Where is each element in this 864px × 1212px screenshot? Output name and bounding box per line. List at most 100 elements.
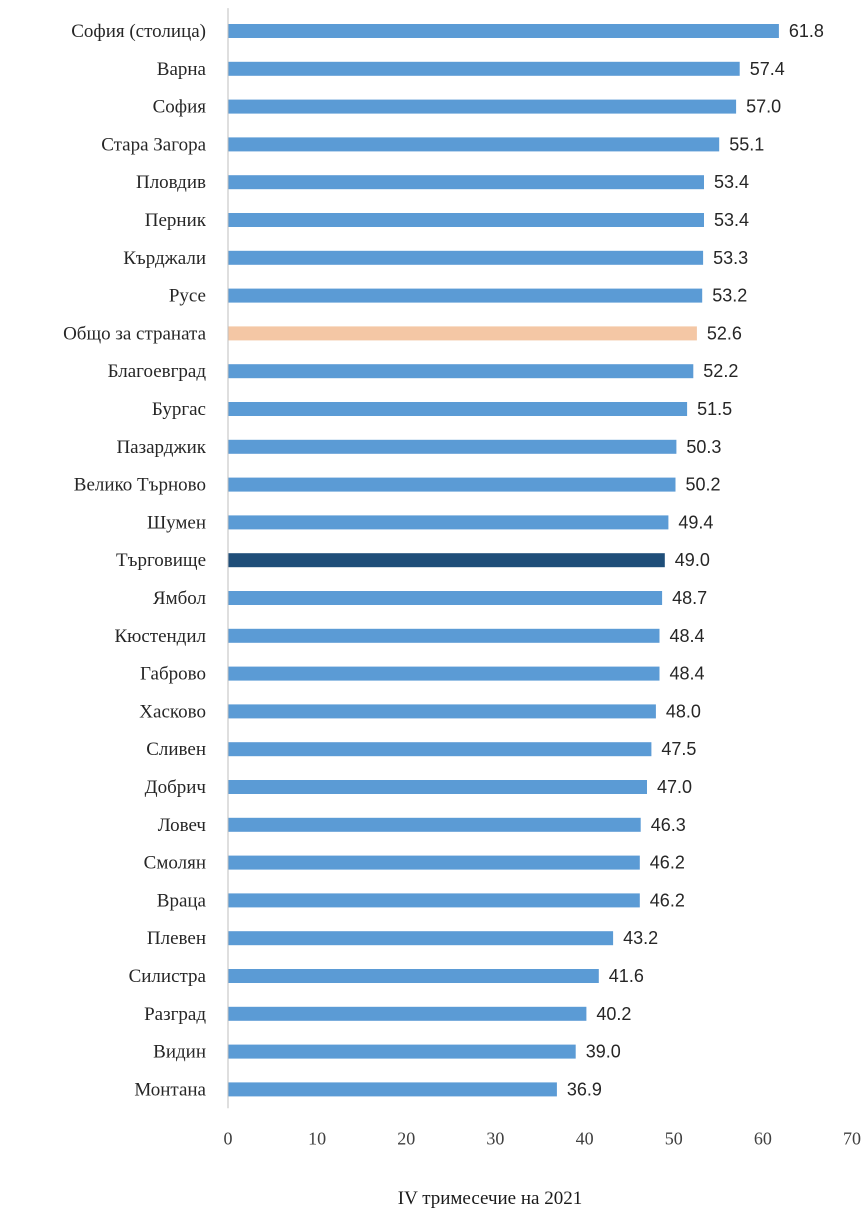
- bar-19: [228, 704, 656, 719]
- value-label-7: 53.3: [713, 248, 748, 268]
- category-label-3: София: [153, 97, 207, 118]
- category-label-15: Търговище: [116, 550, 206, 571]
- bars-group: [228, 24, 779, 1097]
- bar-24: [228, 893, 640, 908]
- bar-20: [228, 742, 652, 757]
- bar-8: [228, 288, 703, 303]
- value-label-13: 50.2: [686, 475, 721, 495]
- category-label-28: Видин: [153, 1042, 206, 1063]
- bar-6: [228, 213, 704, 227]
- x-tick-label-8: 70: [843, 1128, 861, 1148]
- category-label-6: Перник: [145, 210, 207, 231]
- bar-5: [228, 175, 704, 190]
- value-label-28: 39.0: [586, 1042, 621, 1062]
- bar-13: [228, 477, 676, 492]
- bar-22: [228, 817, 641, 832]
- value-label-16: 48.7: [672, 588, 707, 608]
- category-label-20: Сливен: [146, 739, 206, 760]
- value-label-17: 48.4: [670, 626, 705, 646]
- category-label-16: Ямбол: [153, 588, 207, 609]
- bar-23: [228, 855, 640, 870]
- value-label-15: 49.0: [675, 550, 710, 570]
- value-label-4: 55.1: [729, 134, 764, 154]
- x-tick-label-4: 30: [486, 1128, 504, 1148]
- bar-27: [228, 1006, 587, 1021]
- value-labels: 61.857.4 57.0 55.1 53.4 53.4 53.3 53.2 52.6 52.2…: [567, 21, 824, 1099]
- category-label-1: София (столица): [71, 21, 206, 42]
- category-labels: София (столица) Варна София Стара Загора Пло…: [63, 21, 207, 1100]
- bar-14: [228, 515, 669, 530]
- bar-17: [228, 628, 660, 643]
- value-label-9: 52.6: [707, 323, 742, 343]
- category-label-8: Русе: [169, 286, 206, 307]
- bar-10: [228, 364, 694, 379]
- bar-16: [228, 591, 663, 605]
- value-label-18: 48.4: [670, 664, 705, 684]
- category-label-5: Пловдив: [136, 172, 206, 193]
- value-label-11: 51.5: [697, 399, 732, 419]
- x-tick-label-2: 10: [308, 1128, 326, 1148]
- value-label-12: 50.3: [686, 437, 721, 457]
- value-label-23: 46.2: [650, 853, 685, 873]
- category-label-14: Шумен: [147, 512, 206, 533]
- value-label-2: 57.4: [750, 59, 785, 79]
- bar-18: [228, 666, 660, 681]
- bar-25: [228, 931, 614, 946]
- x-axis-label: IV тримесечие на 2021: [398, 1188, 582, 1209]
- value-label-5: 53.4: [714, 172, 749, 192]
- value-label-22: 46.3: [651, 815, 686, 835]
- bar-9: [228, 326, 697, 341]
- category-label-12: Пазарджик: [116, 437, 206, 458]
- value-label-14: 49.4: [678, 512, 713, 532]
- category-label-13: Велико Търново: [74, 475, 206, 496]
- x-tick-label-6: 50: [665, 1128, 683, 1148]
- value-label-25: 43.2: [623, 928, 658, 948]
- value-label-1: 61.8: [789, 21, 824, 41]
- bar-28: [228, 1044, 576, 1059]
- value-label-8: 53.2: [712, 286, 747, 306]
- category-label-9: Общо за страната: [63, 323, 207, 344]
- bar-29: [228, 1082, 557, 1097]
- category-label-24: Враца: [157, 890, 207, 911]
- category-label-22: Ловеч: [158, 815, 207, 836]
- bar-7: [228, 250, 704, 265]
- bar-4: [228, 137, 720, 152]
- x-tick-label-3: 20: [397, 1128, 415, 1148]
- category-label-29: Монтана: [134, 1079, 206, 1100]
- category-label-23: Смолян: [144, 853, 206, 874]
- category-label-21: Добрич: [145, 777, 207, 798]
- bar-2: [228, 61, 740, 76]
- value-label-20: 47.5: [661, 739, 696, 759]
- category-label-2: Варна: [157, 59, 207, 80]
- bar-21: [228, 780, 647, 794]
- x-tick-label-5: 40: [576, 1128, 594, 1148]
- value-label-10: 52.2: [703, 361, 738, 381]
- value-label-6: 53.4: [714, 210, 749, 230]
- value-label-19: 48.0: [666, 701, 701, 721]
- value-label-21: 47.0: [657, 777, 692, 797]
- x-axis-ticks: 0 10 20 30 40 50 60 70: [224, 1128, 862, 1148]
- category-label-17: Кюстендил: [114, 626, 206, 647]
- bar-26: [228, 969, 599, 983]
- bar-11: [228, 402, 688, 416]
- value-label-29: 36.9: [567, 1079, 602, 1099]
- value-label-26: 41.6: [609, 966, 644, 986]
- category-label-10: Благоевград: [108, 361, 207, 382]
- category-label-26: Силистра: [129, 966, 207, 987]
- category-label-27: Разград: [144, 1004, 206, 1025]
- category-label-19: Хасково: [139, 701, 206, 722]
- value-label-3: 57.0: [746, 97, 781, 117]
- category-label-7: Кърджали: [123, 248, 206, 269]
- bar-12: [228, 439, 677, 454]
- x-tick-label-1: 0: [224, 1128, 233, 1148]
- value-label-24: 46.2: [650, 890, 685, 910]
- category-label-18: Габрово: [140, 664, 206, 685]
- category-label-25: Плевен: [147, 928, 206, 949]
- bar-1: [228, 24, 779, 38]
- bar-3: [228, 99, 737, 114]
- bar-15: [228, 553, 665, 568]
- category-label-11: Бургас: [152, 399, 206, 420]
- value-label-27: 40.2: [596, 1004, 631, 1024]
- category-label-4: Стара Загора: [101, 134, 206, 155]
